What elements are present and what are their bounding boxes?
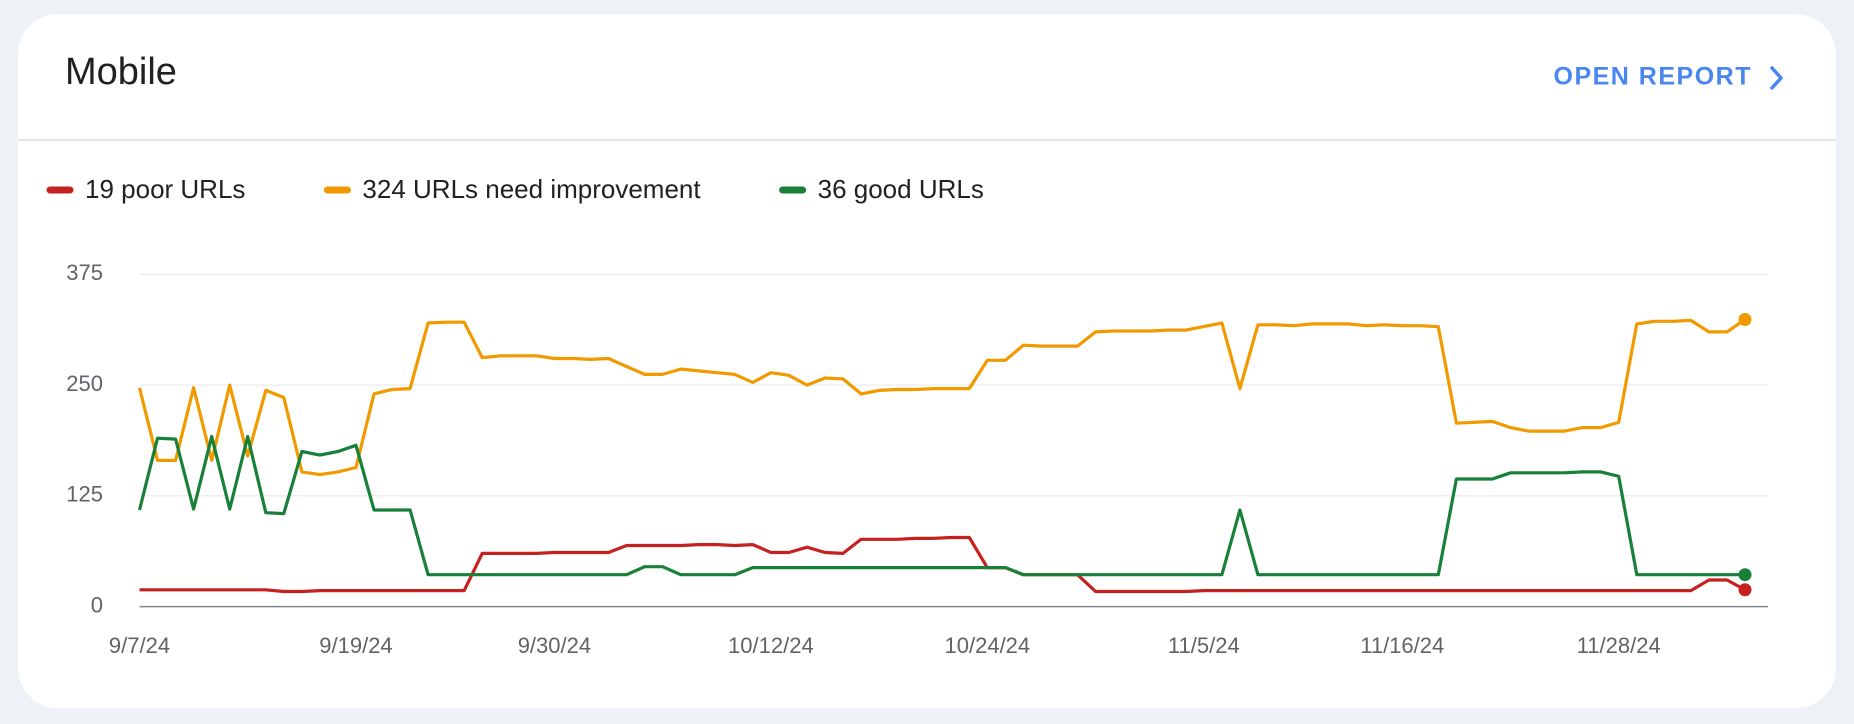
x-tick-label: 11/16/24	[1360, 633, 1444, 658]
y-tick-label: 125	[66, 482, 103, 507]
x-tick-label: 9/30/24	[518, 633, 591, 658]
series-line	[139, 535, 1746, 594]
y-tick-label: 250	[66, 371, 103, 396]
end-point	[1738, 583, 1752, 597]
x-tick-label: 11/28/24	[1577, 633, 1661, 658]
y-tick-label: 0	[91, 592, 103, 617]
series-line	[137, 434, 1745, 577]
y-tick-label: 375	[66, 260, 103, 285]
open-report-text[interactable]: OPEN REPORT	[1554, 63, 1752, 91]
legend: 19 poor URLs 324 URLs need improvement 36 …	[46, 174, 984, 204]
card-title: Mobile	[65, 51, 177, 93]
x-tick-label: 11/5/24	[1168, 633, 1240, 658]
x-tick-label: 10/12/24	[728, 633, 814, 658]
legend-label: 324 URLs need improvement	[362, 174, 701, 204]
series-line	[137, 318, 1746, 477]
chevron-icon[interactable]	[1770, 66, 1783, 90]
end-point	[1738, 312, 1752, 326]
x-tick-label: 9/19/24	[319, 633, 392, 658]
open-report-link[interactable]: OPEN REPORT	[1554, 63, 1783, 91]
x-tick-label: 9/7/24	[109, 633, 170, 658]
x-tick-label: 10/24/24	[945, 633, 1031, 658]
legend-label: 19 poor URLs	[85, 174, 245, 204]
plot: 0 125 250 375 9/7/24 9/19/24 9/30/24 10/12/24 10…	[66, 260, 1768, 658]
card	[18, 14, 1836, 708]
end-point	[1738, 568, 1752, 582]
legend-label: 36 good URLs	[818, 174, 984, 204]
